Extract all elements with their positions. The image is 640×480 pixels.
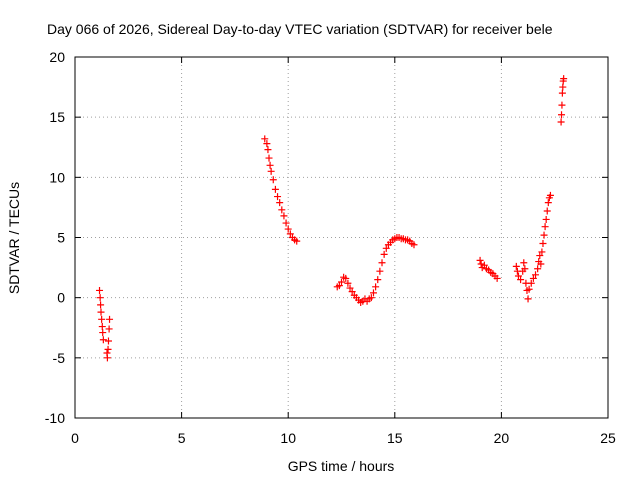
data-point bbox=[514, 272, 522, 280]
data-point bbox=[274, 193, 282, 201]
data-point bbox=[546, 191, 554, 199]
data-point bbox=[267, 167, 275, 175]
data-point bbox=[278, 206, 286, 214]
data-point bbox=[96, 294, 104, 302]
data-point bbox=[266, 161, 274, 169]
data-point bbox=[269, 176, 277, 184]
x-tick-label: 20 bbox=[494, 430, 510, 446]
data-point bbox=[282, 219, 290, 227]
data-point bbox=[348, 288, 356, 296]
data-point bbox=[96, 286, 104, 294]
x-axis-title: GPS time / hours bbox=[288, 458, 395, 474]
data-series bbox=[96, 75, 568, 362]
data-point bbox=[105, 325, 113, 333]
grid-lines bbox=[75, 57, 608, 418]
data-point bbox=[476, 256, 484, 264]
y-tick-label: -10 bbox=[45, 410, 65, 426]
data-point bbox=[525, 285, 533, 293]
y-tick-label: 10 bbox=[49, 169, 65, 185]
data-point bbox=[559, 83, 567, 91]
data-point bbox=[286, 230, 294, 238]
data-point bbox=[529, 274, 537, 282]
data-point bbox=[544, 199, 552, 207]
data-point bbox=[99, 329, 107, 337]
data-point bbox=[520, 259, 528, 267]
data-point bbox=[261, 135, 269, 143]
data-point bbox=[539, 240, 547, 248]
x-tick-label: 5 bbox=[178, 430, 186, 446]
data-point bbox=[271, 185, 279, 193]
data-point bbox=[106, 315, 114, 323]
data-point bbox=[537, 260, 545, 268]
data-point bbox=[276, 199, 284, 207]
data-point bbox=[338, 278, 345, 286]
data-point bbox=[521, 265, 529, 273]
data-point bbox=[342, 274, 350, 282]
data-point bbox=[480, 261, 488, 269]
x-tick-label: 0 bbox=[71, 430, 79, 446]
plot-frame bbox=[74, 56, 609, 419]
data-point bbox=[538, 248, 546, 256]
data-point bbox=[512, 262, 520, 270]
chart-title: Day 066 of 2026, Sidereal Day-to-day VTE… bbox=[47, 21, 553, 37]
data-point bbox=[534, 265, 542, 273]
data-point bbox=[380, 250, 388, 258]
data-point bbox=[280, 212, 288, 220]
x-tick-label: 25 bbox=[600, 430, 616, 446]
data-point bbox=[372, 283, 380, 291]
data-point bbox=[264, 146, 272, 154]
y-axis-title: SDTVAR / TECUs bbox=[6, 182, 22, 294]
data-point bbox=[99, 336, 107, 344]
data-point bbox=[369, 289, 377, 297]
y-tick-label: 5 bbox=[57, 230, 65, 246]
data-point bbox=[367, 294, 375, 302]
data-point bbox=[527, 279, 535, 287]
data-point bbox=[541, 223, 549, 231]
y-tick-label: 0 bbox=[57, 290, 65, 306]
data-point bbox=[540, 231, 548, 239]
data-point bbox=[104, 337, 112, 345]
x-tick-label: 10 bbox=[280, 430, 296, 446]
data-point bbox=[560, 75, 568, 83]
data-point bbox=[103, 354, 111, 362]
data-point bbox=[104, 345, 112, 353]
data-point bbox=[98, 315, 106, 323]
data-point bbox=[524, 295, 532, 303]
data-point bbox=[284, 225, 292, 233]
data-point bbox=[543, 207, 551, 215]
y-tick-label: -5 bbox=[53, 350, 66, 366]
data-point bbox=[293, 237, 301, 245]
data-point bbox=[97, 308, 105, 316]
data-point bbox=[265, 154, 273, 162]
data-point bbox=[378, 259, 386, 267]
data-point bbox=[558, 101, 566, 109]
data-point bbox=[346, 284, 354, 292]
data-point bbox=[98, 323, 106, 331]
data-point bbox=[532, 271, 540, 279]
y-tick-label: 20 bbox=[49, 49, 65, 65]
data-point bbox=[382, 244, 390, 252]
y-tick-label: 15 bbox=[49, 109, 65, 125]
data-point bbox=[376, 267, 384, 275]
data-point bbox=[263, 140, 271, 148]
axis-ticks: 0 5 10 15 20 25 -10 -5 0 5 10 15 20 bbox=[45, 49, 616, 446]
data-point bbox=[558, 111, 566, 119]
data-point bbox=[557, 118, 565, 126]
data-point bbox=[374, 276, 382, 284]
data-point bbox=[493, 274, 501, 282]
data-point bbox=[477, 260, 485, 268]
data-point bbox=[558, 89, 566, 97]
x-tick-label: 15 bbox=[387, 430, 403, 446]
data-point bbox=[542, 215, 550, 223]
data-point bbox=[335, 282, 343, 290]
data-point bbox=[97, 301, 105, 309]
data-point bbox=[517, 276, 525, 284]
data-point bbox=[344, 279, 352, 287]
data-point bbox=[536, 252, 544, 260]
data-point bbox=[410, 241, 418, 249]
